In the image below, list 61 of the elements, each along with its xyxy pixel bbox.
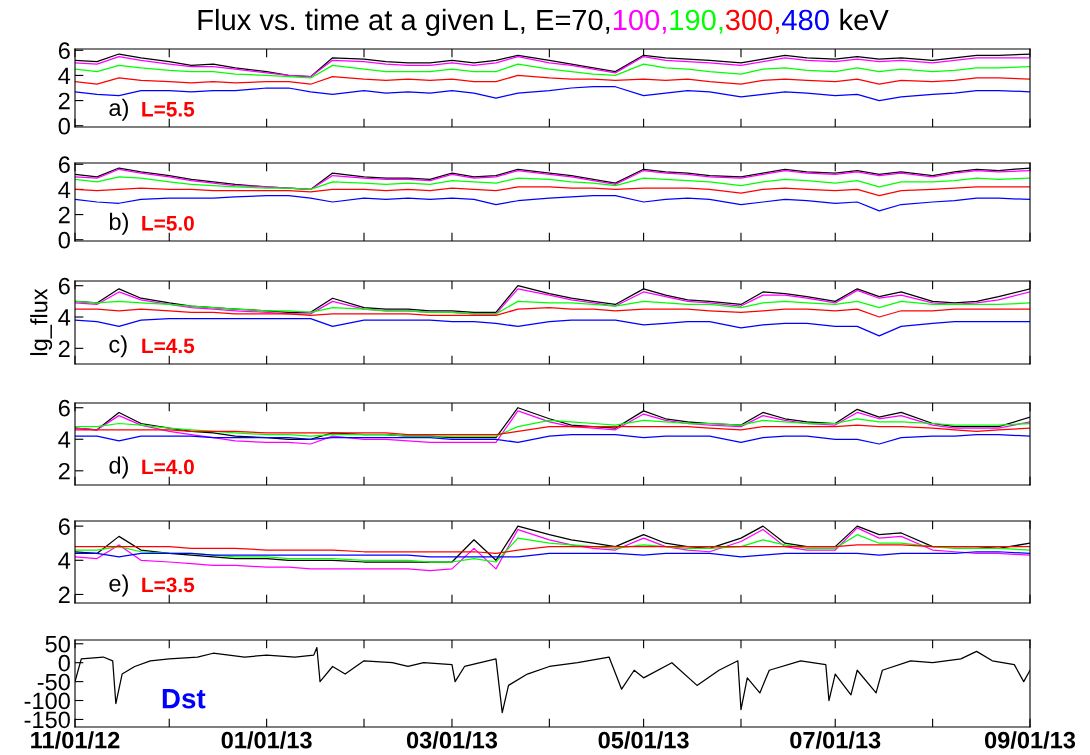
x-tick-label: 09/01/13 xyxy=(984,731,1076,749)
annotation: d) xyxy=(109,456,128,479)
annotation: Dst xyxy=(162,689,206,709)
line-series xyxy=(75,544,1030,555)
y-tick-label: 2 xyxy=(58,206,70,224)
y-tick-label: 6 xyxy=(58,518,70,535)
y-tick-label: 2 xyxy=(58,340,70,357)
annotation: L=4.0 xyxy=(142,459,194,475)
y-tick-label: 6 xyxy=(58,277,70,295)
annotation: L=5.0 xyxy=(142,215,194,231)
y-tick-label: 0 xyxy=(58,117,70,135)
y-tick-label: 0 xyxy=(58,654,70,672)
text: keV xyxy=(840,8,889,31)
line-series xyxy=(75,74,1030,85)
line-series xyxy=(75,63,1030,79)
annotation: c) xyxy=(109,335,127,358)
series-label: 300, xyxy=(725,9,779,34)
y-tick-label: 4 xyxy=(58,431,71,448)
x-tick-label: 01/01/13 xyxy=(221,731,312,749)
series-label: 70, xyxy=(572,9,610,34)
x-tick-label: 03/01/13 xyxy=(406,731,498,749)
y-tick-label: 2 xyxy=(58,92,70,110)
line-series xyxy=(75,195,1030,212)
y-tick-label: -150 xyxy=(24,711,70,729)
y-tick-label: 2 xyxy=(58,462,70,480)
line-series xyxy=(75,176,1030,191)
line-series xyxy=(75,300,1030,315)
x-tick-label: 07/01/13 xyxy=(790,731,881,749)
line-series xyxy=(75,433,1030,445)
annotation: L=4.5 xyxy=(142,338,195,354)
line-series xyxy=(75,424,1030,436)
y-tick-label: 4 xyxy=(58,552,71,569)
annotation: b) xyxy=(109,212,128,235)
y-axis-title: lg_flux xyxy=(30,288,53,356)
line-series xyxy=(75,317,1030,337)
x-tick-label: 05/01/13 xyxy=(598,731,689,749)
chart-title: Flux vs. time at a given L, E= xyxy=(198,8,571,37)
series-label: 100, xyxy=(613,9,666,34)
line-series xyxy=(75,534,1030,563)
line-series xyxy=(75,306,1030,318)
y-tick-label: 4 xyxy=(58,309,71,326)
y-tick-label: 2 xyxy=(58,586,70,604)
annotation: L=5.5 xyxy=(142,102,195,117)
y-tick-label: 4 xyxy=(58,67,71,84)
y-tick-label: -100 xyxy=(24,692,70,710)
y-tick-label: 50 xyxy=(45,635,70,653)
y-tick-label: 4 xyxy=(58,181,71,198)
annotation: a) xyxy=(109,98,128,121)
line-series xyxy=(75,527,1030,572)
line-series xyxy=(75,418,1030,437)
x-tick-label: 11/01/12 xyxy=(31,731,120,749)
line-series xyxy=(75,186,1030,197)
y-tick-label: -50 xyxy=(37,673,70,691)
annotation: e) xyxy=(109,574,128,597)
y-tick-label: 6 xyxy=(58,399,70,417)
y-tick-label: 6 xyxy=(58,156,70,174)
annotation: L=3.5 xyxy=(142,577,195,593)
y-tick-label: 0 xyxy=(58,231,70,249)
y-tick-label: 6 xyxy=(58,42,70,60)
text: 480 xyxy=(781,9,829,31)
series-label: 190, xyxy=(670,9,723,34)
